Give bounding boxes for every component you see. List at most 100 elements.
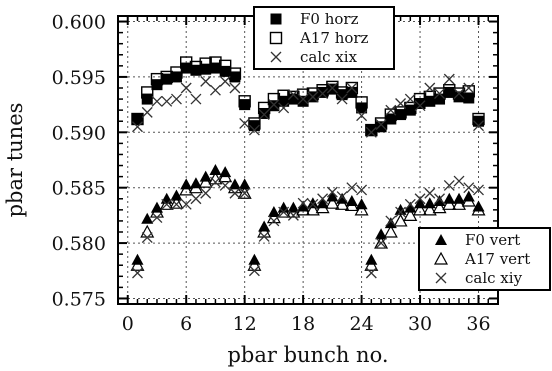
point-a17-horz: [355, 96, 368, 109]
point-calc-xix: [317, 88, 329, 99]
point-calc-xiy: [473, 184, 484, 196]
point-calc-xix: [171, 93, 182, 105]
point-a17-vert: [169, 195, 184, 209]
legend-label: calc xix: [300, 48, 358, 66]
legend-label: F0 horz: [300, 10, 359, 28]
legend-label: F0 vert: [465, 231, 520, 249]
point-f0-horz: [239, 99, 251, 111]
point-a17-horz: [218, 59, 232, 73]
point-a17-vert: [422, 202, 437, 216]
point-calc-xix: [375, 119, 387, 131]
point-a17-horz: [472, 112, 485, 126]
point-f0-vert: [297, 200, 310, 212]
point-a17-vert: [354, 202, 369, 216]
point-calc-xiy: [268, 215, 280, 227]
point-f0-horz: [424, 95, 436, 107]
point-f0-horz: [365, 124, 377, 136]
legend-label: A17 horz: [299, 29, 369, 47]
point-calc-xiy: [356, 184, 368, 196]
point-f0-horz: [317, 86, 329, 98]
point-calc-xix: [453, 88, 465, 99]
point-calc-xix: [200, 75, 212, 87]
y-tick-label: 0.595: [52, 67, 106, 89]
point-calc-xix: [151, 95, 163, 107]
point-calc-xiy: [395, 206, 407, 218]
point-f0-vert: [375, 228, 388, 240]
point-calc-xix: [297, 93, 309, 105]
point-calc-xiy: [375, 237, 387, 249]
point-a17-vert: [305, 202, 320, 216]
point-calc-xiy: [161, 198, 173, 210]
point-calc-xiy: [209, 176, 221, 188]
point-calc-xiy: [326, 186, 338, 198]
point-a17-horz: [287, 90, 300, 104]
y-tick-label: 0.600: [52, 12, 106, 34]
point-f0-horz: [404, 104, 416, 116]
point-calc-xix: [190, 93, 202, 105]
point-a17-vert: [188, 180, 203, 194]
point-a17-vert: [413, 202, 428, 216]
point-calc-xiy: [248, 265, 260, 277]
point-calc-xix: [414, 100, 426, 112]
point-calc-xix: [395, 98, 407, 109]
point-calc-xix: [385, 104, 397, 116]
legend-marker: [435, 234, 447, 245]
x-tick-label: 18: [291, 313, 315, 335]
point-calc-xix: [307, 91, 319, 103]
point-calc-xiy: [297, 197, 309, 209]
point-calc-xix: [132, 121, 143, 133]
x-tick-label: 6: [180, 313, 192, 335]
point-a17-vert: [442, 197, 457, 210]
point-calc-xiy: [453, 175, 465, 187]
legend-entry: F0 horz: [270, 10, 359, 28]
point-f0-horz: [414, 98, 426, 110]
point-a17-horz: [413, 92, 427, 106]
point-a17-horz: [365, 123, 378, 137]
point-f0-horz: [463, 92, 475, 104]
point-a17-vert: [140, 224, 155, 238]
point-a17-horz: [316, 84, 329, 97]
point-a17-vert: [393, 213, 408, 227]
point-a17-horz: [238, 95, 251, 108]
point-f0-horz: [229, 71, 241, 83]
point-a17-horz: [150, 72, 164, 86]
point-calc-xiy: [141, 232, 153, 243]
legend-entry: calc xiy: [435, 269, 523, 287]
point-f0-horz: [131, 113, 143, 125]
point-calc-xix: [229, 82, 241, 94]
y-tick-label: 0.575: [52, 288, 106, 310]
y-tick-label: 0.590: [52, 122, 106, 144]
point-a17-horz: [248, 117, 261, 130]
point-f0-vert: [394, 203, 407, 215]
point-f0-horz: [297, 95, 309, 107]
point-calc-xiy: [317, 193, 329, 205]
point-f0-horz: [268, 100, 280, 112]
point-a17-horz: [170, 66, 183, 79]
x-tick-label: 12: [233, 313, 257, 335]
point-a17-horz: [257, 101, 271, 115]
point-calc-xiy: [434, 193, 445, 205]
point-a17-horz: [199, 57, 212, 70]
point-calc-xiy: [151, 212, 163, 224]
point-a17-horz: [228, 67, 242, 80]
point-f0-vert: [384, 217, 397, 229]
point-f0-vert: [404, 201, 417, 213]
series-a17-horz: [131, 56, 485, 137]
point-a17-vert: [218, 169, 233, 183]
point-f0-horz: [326, 83, 338, 95]
point-a17-horz: [345, 81, 359, 95]
legend-label: A17 vert: [464, 250, 530, 268]
point-a17-horz: [452, 87, 466, 100]
legend-entry: F0 vert: [435, 231, 520, 249]
y-tick-label: 0.580: [52, 233, 106, 255]
point-a17-vert: [383, 224, 398, 238]
legend-label: calc xiy: [465, 269, 523, 287]
x-tick-label: 24: [349, 313, 373, 335]
point-calc-xix: [336, 93, 348, 105]
point-a17-vert: [471, 202, 486, 216]
point-calc-xiy: [219, 180, 231, 191]
point-calc-xiy: [424, 187, 436, 199]
point-f0-vert: [238, 178, 251, 190]
point-calc-xiy: [171, 198, 182, 210]
